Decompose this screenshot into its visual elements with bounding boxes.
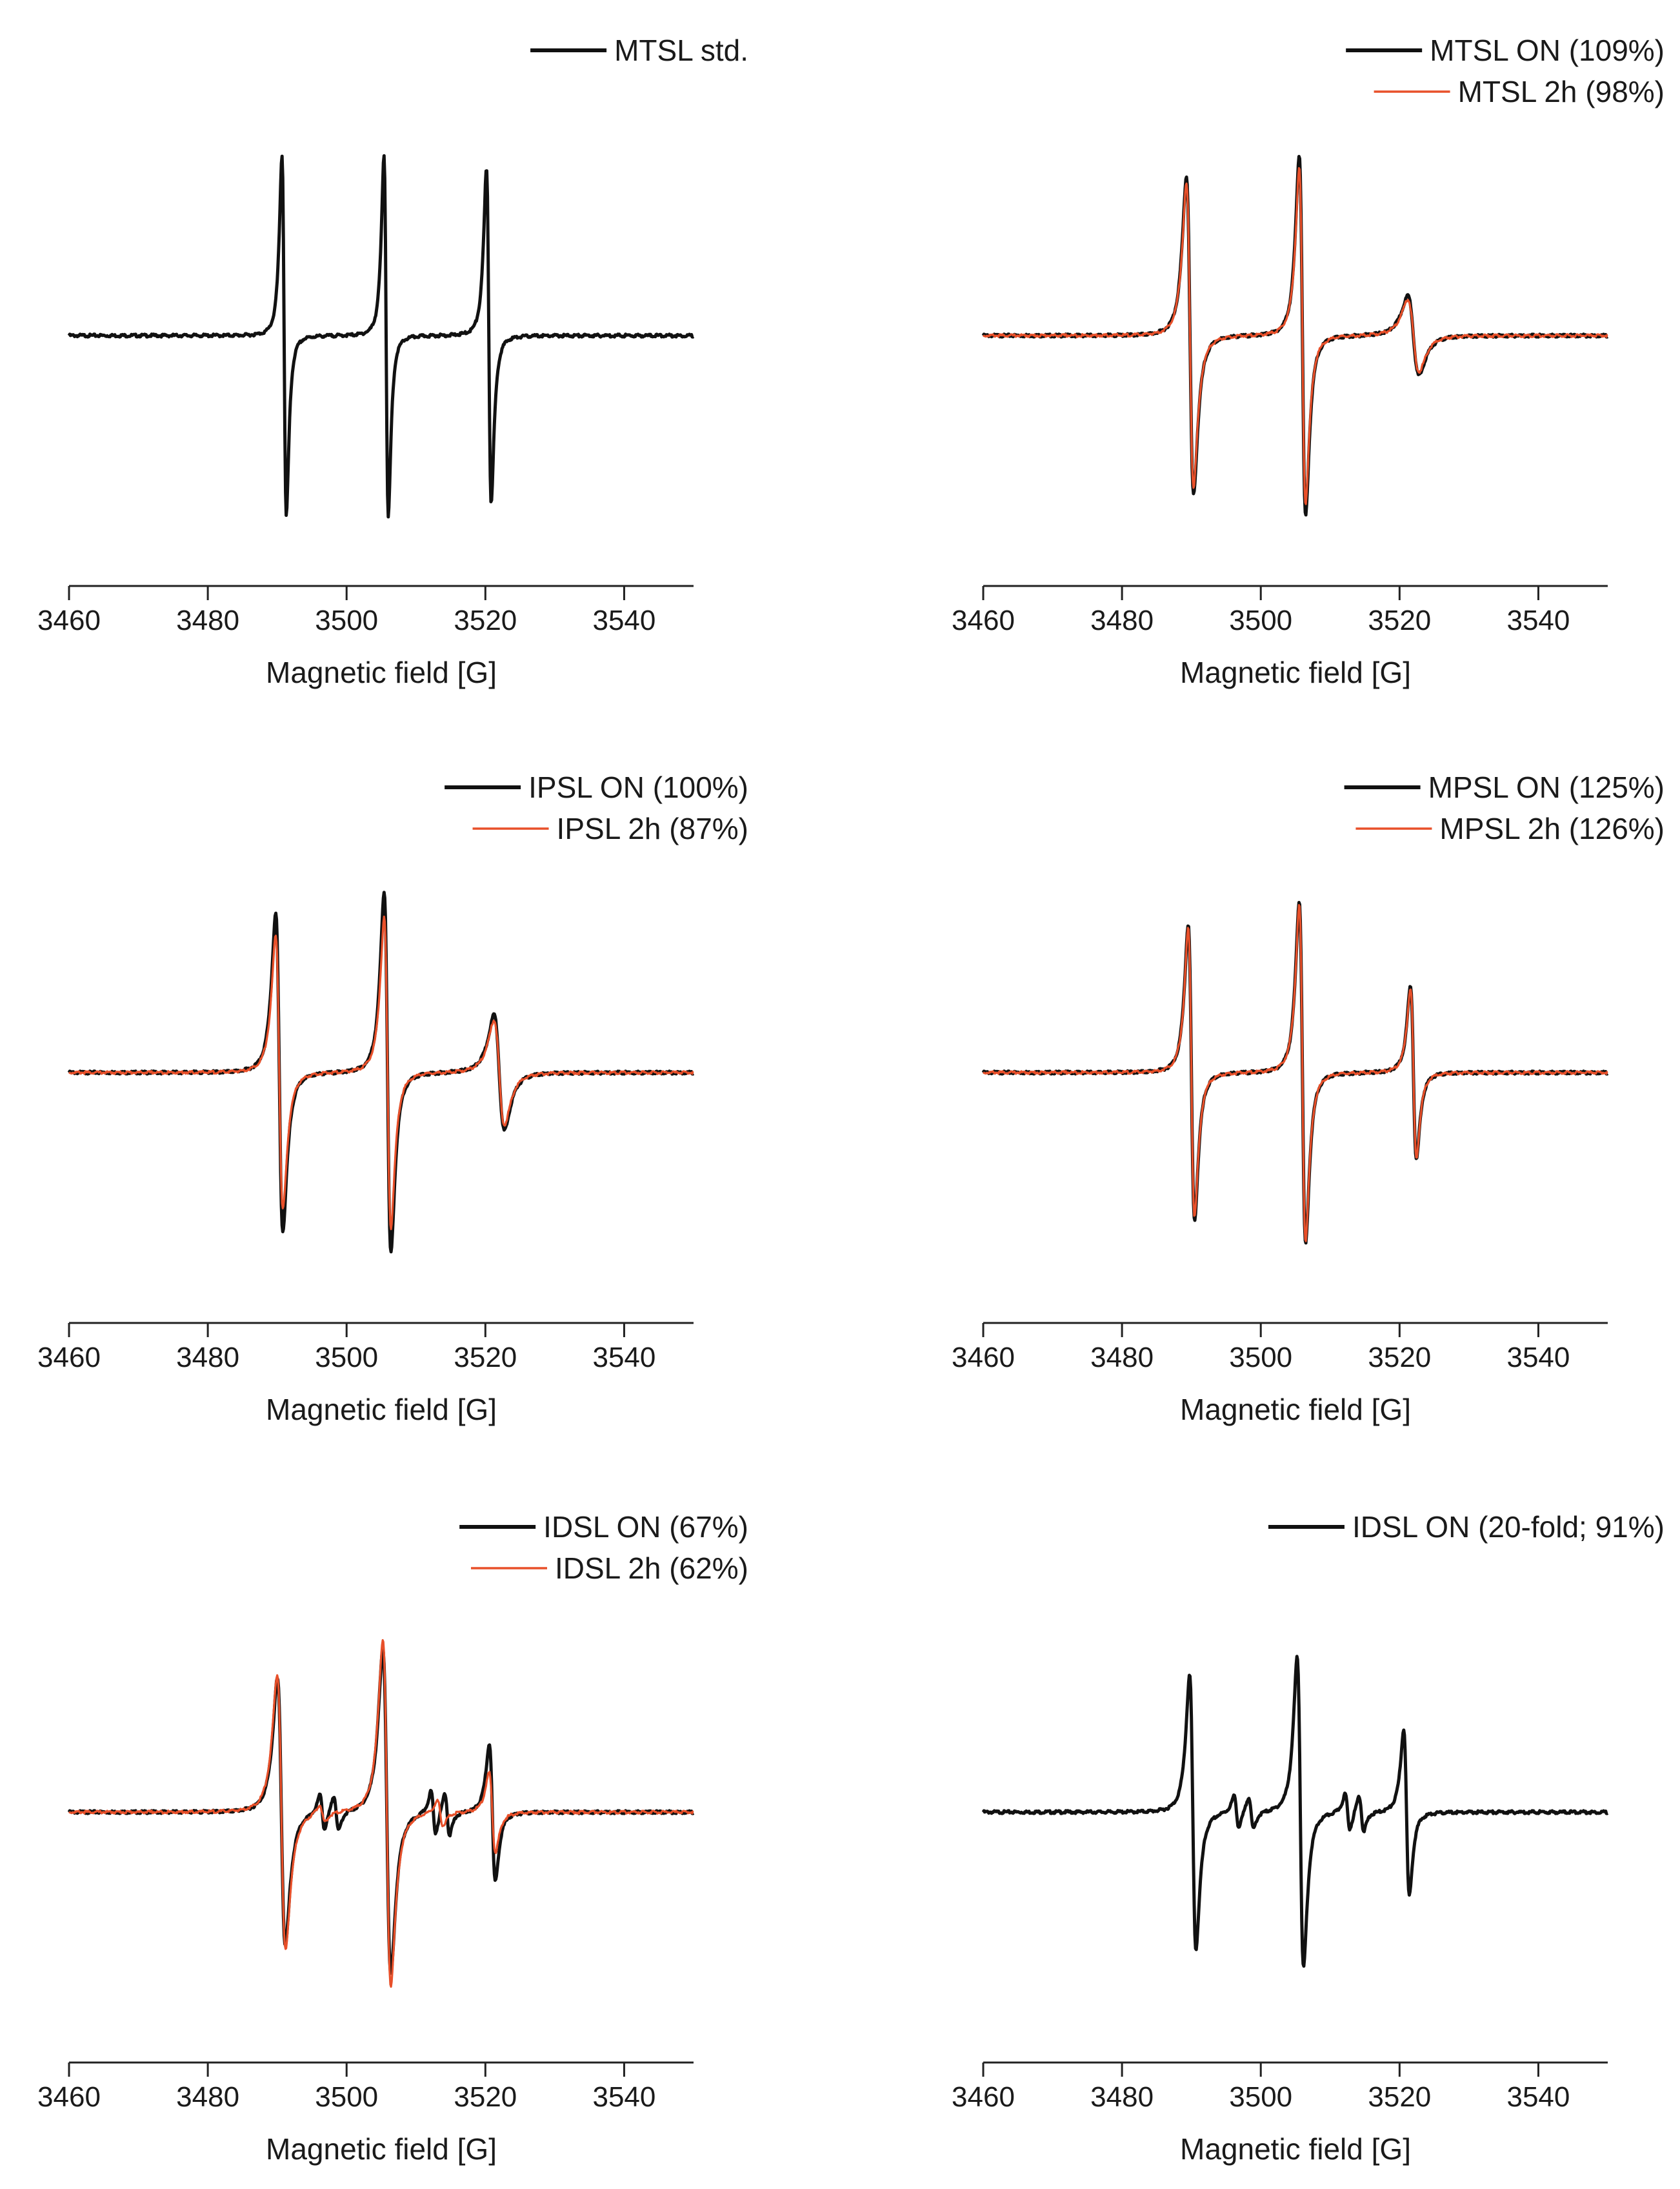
x-tick-label: 3500 (1229, 605, 1292, 636)
series-line-2 (68, 915, 694, 1231)
x-tick-label: 3460 (37, 605, 101, 636)
x-tick-label: 3480 (176, 1342, 239, 1373)
series-line-1 (981, 1655, 1609, 1968)
series-line-2 (68, 1639, 694, 1988)
chart-panel-mtsl-std: 3460 3480 3500 3520 3540 Magnetic field [G] MT… (37, 34, 748, 689)
x-tick-label: 3540 (592, 1342, 655, 1373)
series-line-2 (982, 903, 1608, 1242)
x-tick-label: 3540 (1506, 1342, 1570, 1373)
legend-label: IDSL ON (20-fold; 91%) (1352, 1510, 1665, 1544)
legend-label: MTSL std. (614, 34, 748, 67)
legend-label: MPSL ON (125%) (1428, 771, 1665, 804)
x-tick-label: 3540 (1506, 605, 1570, 636)
x-tick-label: 3500 (315, 2081, 378, 2113)
x-tick-label: 3500 (1229, 2081, 1292, 2113)
x-tick-label: 3500 (315, 1342, 378, 1373)
legend-label: IDSL ON (67%) (543, 1510, 748, 1544)
series-line-1 (67, 154, 695, 519)
legend-label: IPSL ON (100%) (528, 771, 748, 804)
x-tick-label: 3500 (1229, 1342, 1292, 1373)
x-axis-label: Magnetic field [G] (1180, 656, 1411, 689)
x-tick-label: 3520 (454, 605, 517, 636)
legend-label: MTSL 2h (98%) (1458, 75, 1665, 108)
x-tick-label: 3460 (37, 2081, 101, 2113)
x-tick-label: 3460 (37, 1342, 101, 1373)
x-tick-label: 3480 (1090, 1342, 1154, 1373)
legend-label: MPSL 2h (126%) (1439, 812, 1665, 845)
x-tick-label: 3480 (1090, 2081, 1154, 2113)
legend-label: IDSL 2h (62%) (555, 1551, 748, 1585)
legend-label: MTSL ON (109%) (1430, 34, 1665, 67)
chart-panel-idsl: 3460 3480 3500 3520 3540 Magnetic field [G] ID… (37, 1510, 748, 2166)
series-line-2 (982, 166, 1608, 505)
x-tick-label: 3460 (952, 1342, 1015, 1373)
x-tick-label: 3460 (952, 2081, 1015, 2113)
x-axis-label: Magnetic field [G] (1180, 2132, 1411, 2166)
x-tick-label: 3460 (952, 605, 1015, 636)
x-tick-label: 3540 (1506, 2081, 1570, 2113)
x-tick-label: 3480 (176, 605, 239, 636)
x-tick-label: 3480 (1090, 605, 1154, 636)
x-tick-label: 3520 (454, 1342, 517, 1373)
chart-panel-mtsl: 3460 3480 3500 3520 3540 Magnetic field [G] MT… (952, 34, 1665, 689)
x-tick-label: 3520 (454, 2081, 517, 2113)
x-tick-label: 3480 (176, 2081, 239, 2113)
x-tick-label: 3500 (315, 605, 378, 636)
chart-panel-ipsl: 3460 3480 3500 3520 3540 Magnetic field [G] IP… (37, 771, 748, 1426)
chart-panel-idsl-20fold: 3460 3480 3500 3520 3540 Magnetic field [G] ID… (952, 1510, 1665, 2166)
chart-panel-mpsl: 3460 3480 3500 3520 3540 Magnetic field [G] MP… (952, 771, 1665, 1426)
legend-label: IPSL 2h (87%) (557, 812, 748, 845)
x-tick-label: 3540 (592, 605, 655, 636)
x-axis-label: Magnetic field [G] (266, 1393, 497, 1426)
x-tick-label: 3520 (1368, 2081, 1431, 2113)
x-axis-label: Magnetic field [G] (1180, 1393, 1411, 1426)
x-tick-label: 3520 (1368, 605, 1431, 636)
x-tick-label: 3540 (592, 2081, 655, 2113)
x-tick-label: 3520 (1368, 1342, 1431, 1373)
x-axis-label: Magnetic field [G] (266, 656, 497, 689)
x-axis-label: Magnetic field [G] (266, 2132, 497, 2166)
